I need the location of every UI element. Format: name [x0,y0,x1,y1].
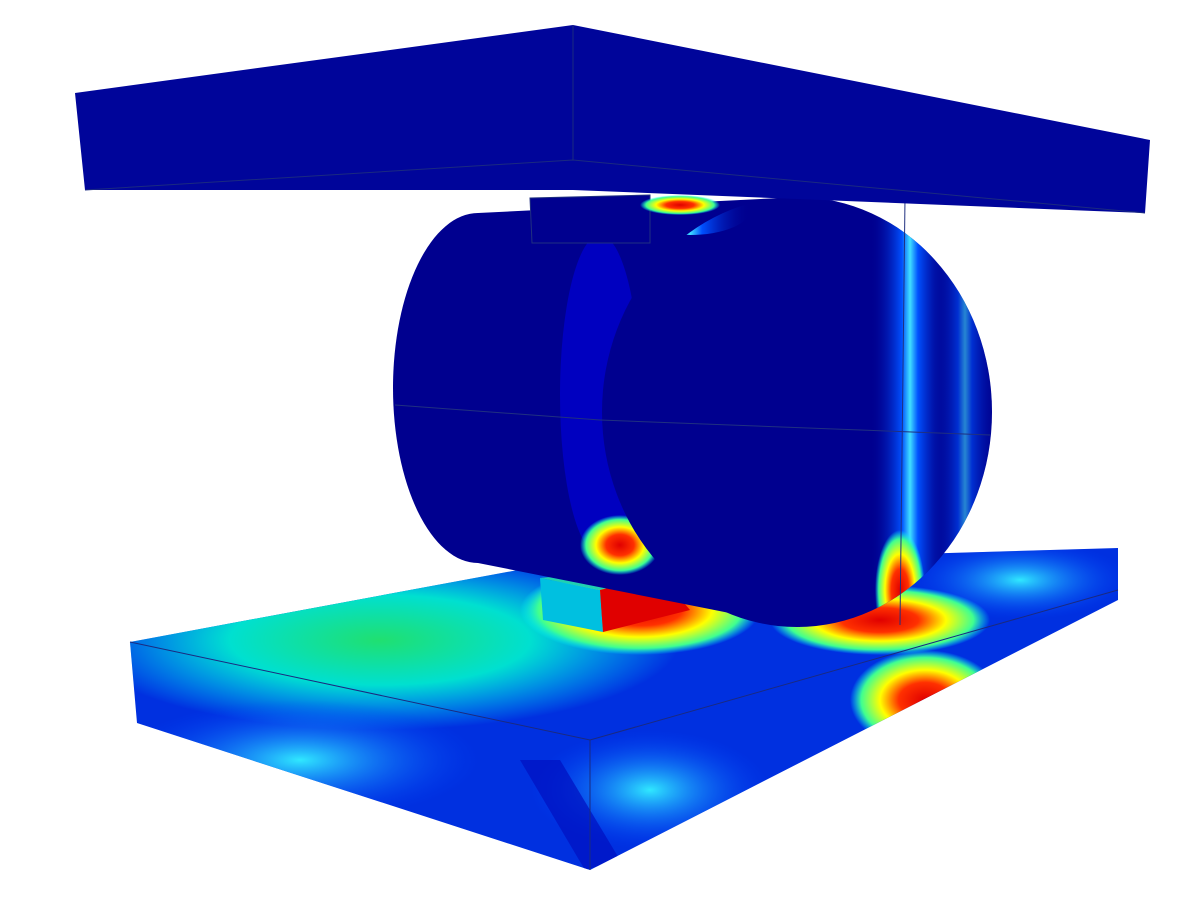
top-plate [75,25,1150,214]
cylinder [393,197,992,627]
top-key-block [529,194,720,244]
